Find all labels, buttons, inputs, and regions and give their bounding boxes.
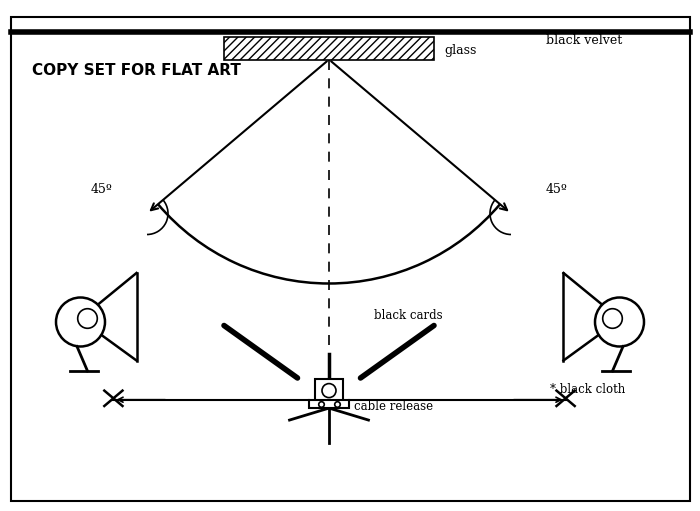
Circle shape [322,384,336,398]
Text: black velvet: black velvet [546,34,622,47]
Text: 45º: 45º [90,182,113,196]
Text: glass: glass [444,44,477,57]
Bar [224,37,434,59]
Circle shape [56,297,105,346]
Text: black cards: black cards [374,309,443,321]
Circle shape [78,309,97,328]
Circle shape [595,297,644,346]
Text: COPY SET FOR FLAT ART: COPY SET FOR FLAT ART [32,62,240,78]
Text: 45º: 45º [545,182,568,196]
Text: cable release: cable release [354,400,433,412]
Text: * black cloth: * black cloth [550,383,624,396]
Bar [224,37,434,59]
Bar [309,400,349,408]
Circle shape [603,309,622,328]
Bar [315,379,343,403]
